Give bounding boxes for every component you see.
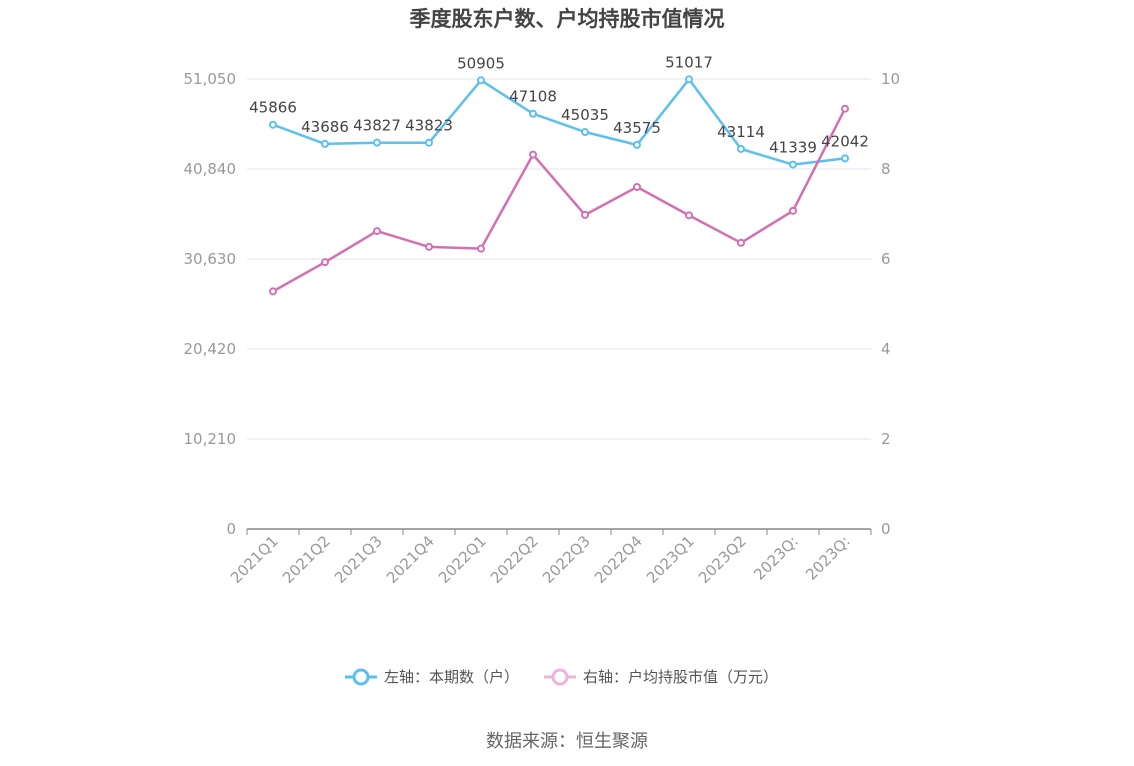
- data-label: 50905: [457, 54, 505, 72]
- right-axis-tick-label: 4: [881, 340, 891, 358]
- data-label: 43114: [717, 123, 765, 141]
- data-point[interactable]: [633, 140, 641, 149]
- data-point[interactable]: [425, 138, 433, 147]
- legend-marker-right-series: [551, 668, 569, 686]
- data-label: 42042: [821, 132, 869, 150]
- x-tick-label: 2023Q:: [802, 532, 854, 584]
- right-axis-tick-label: 6: [881, 250, 891, 268]
- data-source: 数据来源：恒生聚源: [486, 731, 648, 752]
- left-axis-tick-label: 10,210: [184, 430, 237, 448]
- left-axis-tick-label: 40,840: [184, 160, 237, 178]
- data-point[interactable]: [477, 76, 485, 85]
- x-tick-label: 2022Q4: [591, 532, 646, 587]
- legend-item-right-series[interactable]: 右轴：户均持股市值（万元）: [544, 668, 778, 686]
- data-point[interactable]: [425, 242, 433, 251]
- data-point[interactable]: [685, 75, 693, 84]
- grid-lines: [247, 78, 871, 440]
- data-point[interactable]: [529, 109, 537, 118]
- data-point[interactable]: [529, 150, 537, 159]
- data-point[interactable]: [321, 139, 329, 148]
- data-point[interactable]: [581, 210, 589, 219]
- x-axis-ticks: 2021Q12021Q22021Q32021Q42022Q12022Q22022…: [227, 532, 854, 587]
- data-point[interactable]: [269, 287, 277, 296]
- data-points: [269, 75, 849, 296]
- data-point[interactable]: [269, 120, 277, 129]
- left-axis-ticks: 0 10,210 20,420 30,630 40,840 51,050: [184, 70, 237, 538]
- left-axis-tick-label: 0: [226, 520, 236, 538]
- x-tick-label: 2022Q1: [435, 532, 490, 587]
- right-axis-tick-label: 8: [881, 160, 891, 178]
- legend-item-left-series[interactable]: 左轴：本期数（户）: [345, 668, 519, 686]
- legend-marker-left-series: [352, 668, 370, 686]
- data-point[interactable]: [685, 211, 693, 220]
- data-point[interactable]: [841, 104, 849, 113]
- x-tick-label: 2022Q3: [539, 532, 594, 587]
- data-point[interactable]: [633, 183, 641, 191]
- data-label: 41339: [769, 139, 817, 157]
- data-point[interactable]: [789, 206, 797, 215]
- data-label: 45866: [249, 99, 297, 117]
- x-tick-label: 2023Q1: [643, 532, 698, 587]
- right-axis-tick-label: 2: [881, 430, 891, 448]
- data-label: 43823: [405, 117, 453, 135]
- data-point[interactable]: [841, 154, 849, 163]
- data-point[interactable]: [581, 128, 589, 137]
- data-point[interactable]: [737, 144, 745, 153]
- chart-title: 季度股东户数、户均持股市值情况: [410, 7, 725, 31]
- data-point[interactable]: [373, 138, 381, 147]
- x-tick-label: 2021Q2: [279, 532, 334, 587]
- x-tick-label: 2022Q2: [487, 532, 542, 587]
- x-tick-label: 2021Q1: [227, 532, 282, 587]
- data-point[interactable]: [737, 238, 745, 247]
- right-axis-ticks: 0 2 4 6 8 10: [881, 70, 900, 538]
- right-axis-tick-label: 10: [881, 70, 900, 88]
- axes: [246, 528, 872, 535]
- data-point[interactable]: [373, 227, 381, 236]
- data-label: 51017: [665, 53, 713, 71]
- x-tick-label: 2021Q4: [383, 532, 438, 587]
- data-label: 45035: [561, 106, 609, 124]
- data-label: 47108: [509, 88, 557, 106]
- left-axis-tick-label: 51,050: [184, 70, 237, 88]
- legend-label-left-series: 左轴：本期数（户）: [384, 668, 519, 686]
- left-axis-tick-label: 30,630: [184, 250, 237, 268]
- legend: 左轴：本期数（户） 右轴：户均持股市值（万元）: [345, 668, 778, 686]
- data-label: 43686: [301, 118, 349, 136]
- data-point[interactable]: [477, 244, 485, 253]
- data-label: 43827: [353, 117, 401, 135]
- legend-label-right-series: 右轴：户均持股市值（万元）: [583, 668, 778, 686]
- x-tick-label: 2023Q:: [750, 532, 802, 584]
- series-line-avg-holding-value: [272, 108, 847, 293]
- x-tick-label: 2023Q2: [695, 532, 750, 587]
- left-axis-tick-label: 20,420: [184, 340, 237, 358]
- data-label: 43575: [613, 119, 661, 137]
- right-axis-tick-label: 0: [881, 520, 891, 538]
- series-lines: [272, 78, 847, 293]
- data-point[interactable]: [321, 258, 329, 267]
- x-tick-label: 2021Q3: [331, 532, 386, 587]
- data-point[interactable]: [789, 160, 797, 169]
- series-line-households: [272, 78, 846, 166]
